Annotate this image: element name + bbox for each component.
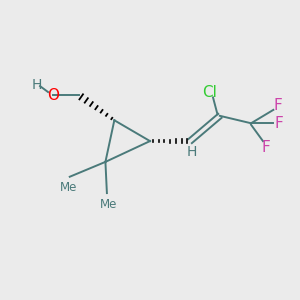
Text: O: O	[47, 88, 59, 103]
Text: F: F	[273, 98, 282, 113]
Text: Cl: Cl	[202, 85, 217, 100]
Text: F: F	[262, 140, 270, 154]
Text: Me: Me	[60, 181, 77, 194]
Text: H: H	[186, 146, 197, 159]
Text: H: H	[32, 78, 42, 92]
Text: F: F	[275, 116, 284, 131]
Text: Me: Me	[100, 198, 117, 211]
